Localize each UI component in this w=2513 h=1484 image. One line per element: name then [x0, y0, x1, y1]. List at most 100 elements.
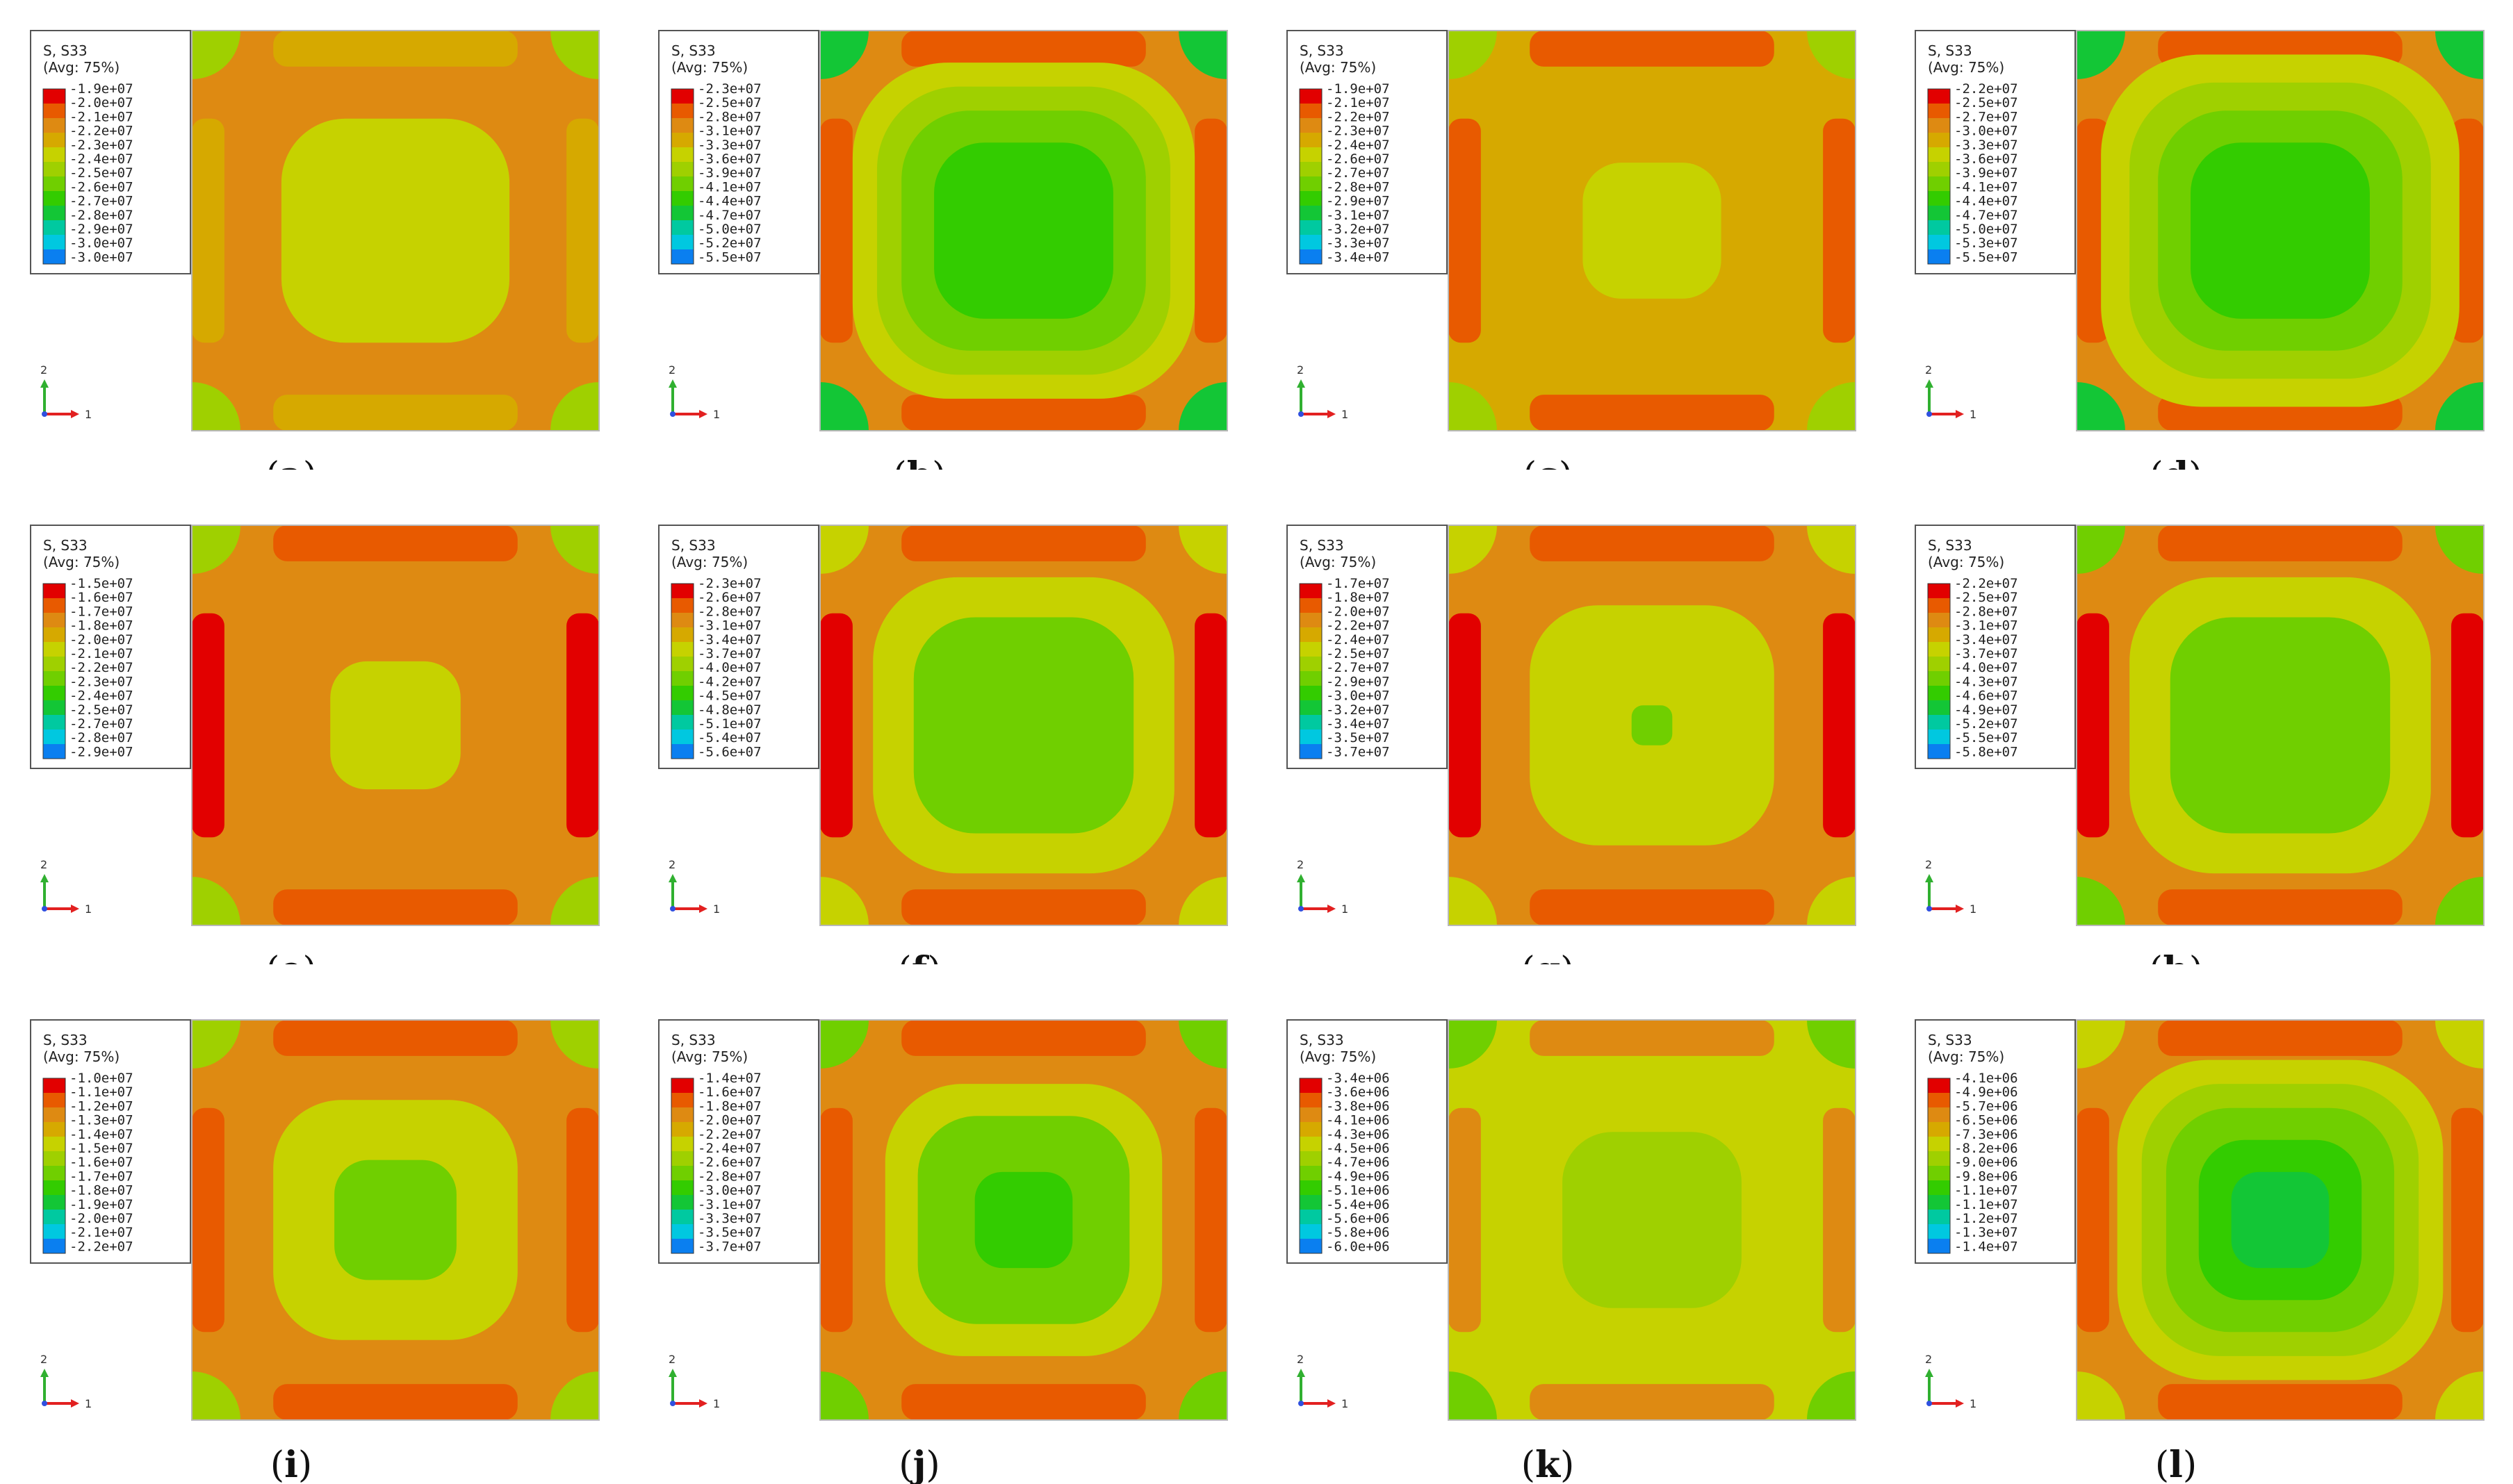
axis-triad: 21: [1297, 363, 1348, 421]
legend-bar-outline: [1927, 1078, 1951, 1254]
legend-tick-label: -4.0e+07: [1954, 660, 2018, 675]
contour-frame-top: [819, 525, 1228, 926]
legend-swatch: [1928, 1210, 1950, 1224]
axis-label-1: 1: [1970, 408, 1976, 421]
axis-label-2: 2: [669, 363, 676, 377]
legend-swatch: [671, 671, 694, 686]
axis-1-arrowhead: [1327, 1399, 1336, 1408]
contour-plot: [764, 964, 1283, 1476]
edge-band-right: [2451, 613, 2484, 838]
legend-tick-label: -5.3e+07: [1954, 236, 2018, 251]
mask-top: [764, 0, 1283, 31]
legend-swatch: [1300, 176, 1322, 191]
panel-k: 21S, S33(Avg: 75%)-3.4e+06-3.6e+06-3.8e+…: [1286, 964, 1911, 1484]
legend-swatch: [1300, 1151, 1322, 1166]
legend-swatch: [671, 1195, 694, 1210]
legend-tick-label: -1.4e+07: [1954, 1239, 2018, 1254]
legend-swatch: [43, 191, 65, 206]
caption-open: (: [1521, 1444, 1535, 1484]
legend-swatch: [43, 162, 65, 176]
legend-tick-label: -3.8e+06: [1326, 1098, 1390, 1114]
color-legend: S, S33(Avg: 75%) -1.7e+07-1.8e+07-2.0e+07…: [1286, 525, 1448, 769]
legend-swatch: [1928, 1151, 1950, 1166]
contour-ring: [281, 118, 510, 343]
axis-label-2: 2: [1925, 1353, 1932, 1366]
legend-title: S, S33: [1928, 1032, 1972, 1048]
edge-band-right: [1823, 1107, 1856, 1333]
edge-band-right: [1195, 118, 1227, 343]
mask-right: [2484, 1019, 2513, 1421]
legend-tick-label: -2.2e+07: [698, 1127, 762, 1142]
axis-label-1: 1: [713, 902, 720, 916]
edge-band-right: [566, 613, 599, 838]
legend-tick-label: -1.8e+07: [69, 618, 133, 634]
edge-band-left: [2077, 1107, 2109, 1333]
edge-band-right: [1823, 118, 1856, 343]
mask-top: [1393, 470, 1911, 525]
legend-tick-label: -4.9e+06: [1326, 1169, 1390, 1184]
legend-swatch: [43, 206, 65, 220]
legend-swatch: [671, 249, 694, 264]
legend-swatch: [1928, 1166, 1950, 1180]
legend-tick-label: -2.8e+07: [69, 208, 133, 223]
legend-avg: (Avg: 75%): [43, 554, 120, 570]
caption-close: ): [926, 1444, 940, 1484]
color-legend: S, S33(Avg: 75%) -2.3e+07-2.6e+07-2.8e+07…: [658, 525, 819, 769]
legend-swatch: [1300, 104, 1322, 118]
mask-top: [2021, 470, 2513, 525]
legend-tick-label: -1.5e+07: [69, 1141, 133, 1156]
edge-band-top: [1530, 525, 1774, 561]
contour-frame-top: [1448, 525, 1856, 926]
legend-tick-label: -4.7e+07: [698, 208, 762, 223]
legend-swatch: [1928, 700, 1950, 715]
legend-tick-label: -2.6e+07: [69, 179, 133, 195]
legend-swatch: [671, 1166, 694, 1180]
legend-bar-outline: [1299, 88, 1323, 265]
axis-label-1: 1: [85, 1397, 92, 1410]
legend-swatch: [43, 118, 65, 133]
legend-tick-label: -5.0e+07: [1954, 222, 2018, 237]
legend-tick-label: -3.0e+07: [69, 249, 133, 265]
legend-tick-label: -1.7e+07: [1326, 576, 1390, 591]
legend-swatch: [43, 1107, 65, 1122]
edge-band-left: [192, 1107, 224, 1333]
legend-tick-label: -3.4e+06: [1326, 1071, 1390, 1086]
axis-3-dot: [1926, 411, 1932, 417]
axis-1-arrowhead: [1956, 1399, 1964, 1408]
mask-top: [136, 470, 655, 525]
legend-bar-outline: [1299, 1078, 1323, 1254]
legend-swatch: [1300, 657, 1322, 671]
legend-swatch: [1928, 191, 1950, 206]
legend-tick-label: -3.4e+07: [698, 632, 762, 648]
legend-tick-label: -4.6e+07: [1954, 689, 2018, 704]
legend-tick-label: -3.6e+06: [1326, 1085, 1390, 1100]
legend-tick-label: -1.9e+07: [1326, 81, 1390, 97]
axis-3-dot: [42, 1401, 47, 1406]
legend-tick-label: -1.6e+07: [69, 1155, 133, 1170]
legend-avg: (Avg: 75%): [1300, 59, 1376, 76]
legend-swatch: [671, 613, 694, 627]
legend-swatch: [1928, 1239, 1950, 1253]
legend-swatch: [671, 729, 694, 744]
edge-band-right: [2451, 118, 2484, 343]
panel-caption: (l): [2155, 1444, 2197, 1484]
contour-frame-top: [1448, 30, 1856, 431]
contour-frame-top: [2076, 30, 2485, 431]
edge-band-top: [901, 1020, 1146, 1056]
legend-swatch: [671, 598, 694, 613]
legend-tick-label: -4.1e+06: [1326, 1113, 1390, 1128]
legend-swatch: [1300, 1093, 1322, 1107]
legend-swatch: [671, 147, 694, 162]
legend-tick-label: -4.3e+06: [1326, 1127, 1390, 1142]
edge-band-bottom: [2158, 1384, 2403, 1420]
legend-swatch: [1928, 627, 1950, 642]
axis-label-1: 1: [713, 1397, 720, 1410]
axis-2-arrowhead: [40, 379, 49, 388]
mask-right: [599, 29, 655, 432]
axis-triad: 21: [1297, 858, 1348, 916]
legend-tick-label: -2.9e+07: [69, 222, 133, 237]
axis-3-dot: [1926, 906, 1932, 912]
contour-frame-top: [819, 30, 1228, 431]
legend-tick-label: -3.1e+07: [698, 124, 762, 139]
legend-tick-label: -4.1e+06: [1954, 1071, 2018, 1086]
